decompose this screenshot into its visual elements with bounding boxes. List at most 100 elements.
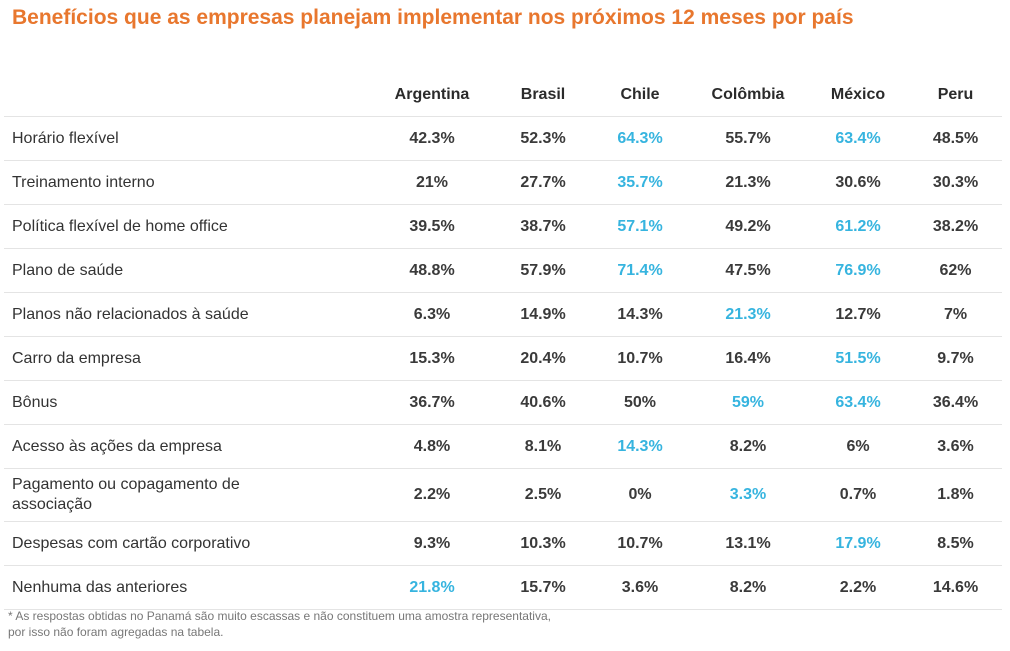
value-cell: 8.1%: [495, 424, 591, 469]
value-cell: 40.6%: [495, 380, 591, 425]
value-cell: 15.7%: [495, 565, 591, 610]
value-cell: 8.5%: [909, 521, 1002, 566]
value-cell: 21.8%: [369, 565, 495, 610]
value-cell: 30.6%: [807, 160, 909, 205]
value-cell: 0.7%: [807, 468, 909, 522]
row-label: Nenhuma das anteriores: [4, 565, 369, 610]
table-row: Acesso às ações da empresa 4.8% 8.1% 14.3% 8…: [4, 424, 1002, 469]
value-cell: 3.3%: [689, 468, 807, 522]
column-header-argentina: Argentina: [394, 86, 470, 103]
value-cell: 36.7%: [369, 380, 495, 425]
value-cell: 10.7%: [591, 521, 689, 566]
value-cell: 10.3%: [495, 521, 591, 566]
row-label: Acesso às ações da empresa: [4, 424, 369, 469]
chart-title: Benefícios que as empresas planejam impl…: [12, 6, 854, 29]
value-cell: 57.1%: [591, 204, 689, 249]
column-header-chile: Chile: [620, 86, 660, 103]
value-cell: 55.7%: [689, 116, 807, 161]
value-cell: 76.9%: [807, 248, 909, 293]
table-row: Carro da empresa 15.3% 20.4% 10.7% 16.4% 51.5…: [4, 336, 1002, 381]
value-cell: 47.5%: [689, 248, 807, 293]
value-cell: 8.2%: [689, 565, 807, 610]
column-header-mexico: México: [830, 86, 886, 103]
table-row: Bônus 36.7% 40.6% 50% 59% 63.4% 36.4%: [4, 380, 1002, 425]
value-cell: 14.9%: [495, 292, 591, 337]
value-cell: 21.3%: [689, 292, 807, 337]
value-cell: 61.2%: [807, 204, 909, 249]
value-cell: 71.4%: [591, 248, 689, 293]
row-label: Pagamento ou copagamento de associação: [4, 468, 369, 522]
value-cell: 36.4%: [909, 380, 1002, 425]
value-cell: 1.8%: [909, 468, 1002, 522]
value-cell: 8.2%: [689, 424, 807, 469]
row-label: Plano de saúde: [4, 248, 369, 293]
benefits-table: Argentina Brasil Chile Colômbia México P…: [4, 74, 1002, 610]
value-cell: 51.5%: [807, 336, 909, 381]
table-row: Treinamento interno 21% 27.7% 35.7% 21.3% 30.…: [4, 160, 1002, 205]
value-cell: 35.7%: [591, 160, 689, 205]
row-label: Despesas com cartão corporativo: [4, 521, 369, 566]
row-label: Carro da empresa: [4, 336, 369, 381]
value-cell: 15.3%: [369, 336, 495, 381]
value-cell: 9.7%: [909, 336, 1002, 381]
value-cell: 2.2%: [369, 468, 495, 522]
value-cell: 3.6%: [909, 424, 1002, 469]
table-row: Pagamento ou copagamento de associação 2.2…: [4, 468, 1002, 522]
table-row: Plano de saúde 48.8% 57.9% 71.4% 47.5% 76.9% 6…: [4, 248, 1002, 293]
value-cell: 2.2%: [807, 565, 909, 610]
value-cell: 3.6%: [591, 565, 689, 610]
value-cell: 59%: [689, 380, 807, 425]
value-cell: 38.2%: [909, 204, 1002, 249]
header-row: Argentina Brasil Chile Colômbia México P…: [4, 74, 1002, 117]
row-label: Horário flexível: [4, 116, 369, 161]
value-cell: 21.3%: [689, 160, 807, 205]
value-cell: 10.7%: [591, 336, 689, 381]
value-cell: 27.7%: [495, 160, 591, 205]
value-cell: 52.3%: [495, 116, 591, 161]
value-cell: 48.8%: [369, 248, 495, 293]
column-header-brasil: Brasil: [520, 86, 566, 103]
value-cell: 38.7%: [495, 204, 591, 249]
value-cell: 14.3%: [591, 292, 689, 337]
value-cell: 9.3%: [369, 521, 495, 566]
value-cell: 64.3%: [591, 116, 689, 161]
row-label: Treinamento interno: [4, 160, 369, 205]
value-cell: 4.8%: [369, 424, 495, 469]
value-cell: 30.3%: [909, 160, 1002, 205]
value-cell: 14.6%: [909, 565, 1002, 610]
value-cell: 16.4%: [689, 336, 807, 381]
value-cell: 63.4%: [807, 380, 909, 425]
value-cell: 14.3%: [591, 424, 689, 469]
value-cell: 0%: [591, 468, 689, 522]
value-cell: 63.4%: [807, 116, 909, 161]
value-cell: 42.3%: [369, 116, 495, 161]
value-cell: 17.9%: [807, 521, 909, 566]
value-cell: 50%: [591, 380, 689, 425]
value-cell: 57.9%: [495, 248, 591, 293]
table-row: Nenhuma das anteriores 21.8% 15.7% 3.6% 8.2%…: [4, 565, 1002, 610]
value-cell: 62%: [909, 248, 1002, 293]
table-row: Planos não relacionados à saúde 6.3% 14.9%…: [4, 292, 1002, 337]
value-cell: 6%: [807, 424, 909, 469]
value-cell: 20.4%: [495, 336, 591, 381]
footnote: * As respostas obtidas no Panamá são mui…: [8, 609, 551, 639]
table-body: Horário flexível 42.3% 52.3% 64.3% 55.7% 63.4…: [4, 116, 1002, 610]
value-cell: 2.5%: [495, 468, 591, 522]
table-row: Horário flexível 42.3% 52.3% 64.3% 55.7% 63.4…: [4, 116, 1002, 161]
row-label: Política flexível de home office: [4, 204, 369, 249]
value-cell: 7%: [909, 292, 1002, 337]
table-row: Despesas com cartão corporativo 9.3% 10.3%…: [4, 521, 1002, 566]
value-cell: 13.1%: [689, 521, 807, 566]
header-label-cell: [4, 74, 369, 117]
column-header-peru: Peru: [937, 86, 974, 103]
value-cell: 12.7%: [807, 292, 909, 337]
row-label: Bônus: [4, 380, 369, 425]
value-cell: 49.2%: [689, 204, 807, 249]
row-label: Planos não relacionados à saúde: [4, 292, 369, 337]
value-cell: 21%: [369, 160, 495, 205]
column-header-colombia: Colômbia: [711, 86, 785, 103]
value-cell: 48.5%: [909, 116, 1002, 161]
value-cell: 6.3%: [369, 292, 495, 337]
table-row: Política flexível de home office 39.5% 38.…: [4, 204, 1002, 249]
value-cell: 39.5%: [369, 204, 495, 249]
